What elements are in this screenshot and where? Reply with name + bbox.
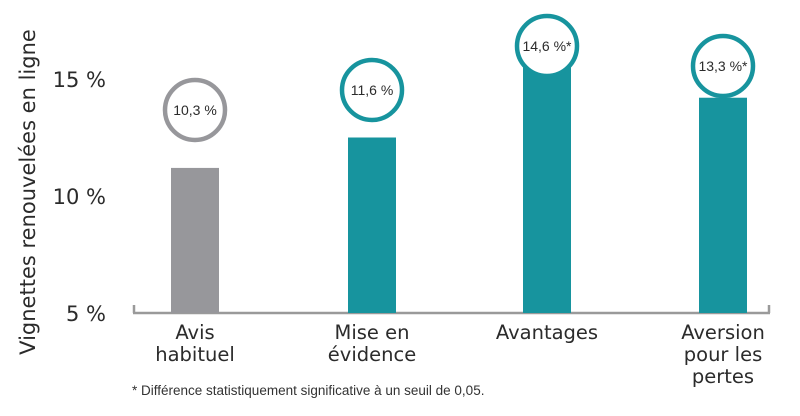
footnote: * Différence statistiquement significati…: [132, 383, 485, 398]
category-label: Aversion: [681, 321, 765, 344]
category-label: habituel: [155, 343, 235, 366]
bar: [699, 97, 747, 313]
value-label: 13,3 %*: [698, 58, 748, 74]
bar: [348, 137, 396, 313]
y-tick-label: 5 %: [66, 302, 106, 326]
value-circle: [162, 77, 228, 143]
value-label: 14,6 %*: [522, 38, 572, 54]
category-label: Mise en: [335, 321, 410, 344]
category-label: Avis: [175, 321, 214, 344]
category-label: pour les: [684, 343, 762, 366]
value-circle: [690, 33, 756, 99]
category-label: évidence: [328, 343, 416, 366]
category-label: Avantages: [496, 321, 598, 344]
value-circle: [514, 13, 580, 79]
y-axis-label: Vignettes renouvelées en ligne: [16, 29, 40, 355]
value-label: 10,3 %: [173, 102, 217, 118]
value-label: 11,6 %: [351, 82, 394, 98]
y-tick-label: 15 %: [53, 68, 106, 92]
bar: [171, 167, 219, 313]
value-circle: [339, 57, 405, 123]
bar: [523, 67, 571, 313]
category-label: pertes: [692, 365, 754, 388]
y-tick-label: 10 %: [53, 185, 106, 209]
